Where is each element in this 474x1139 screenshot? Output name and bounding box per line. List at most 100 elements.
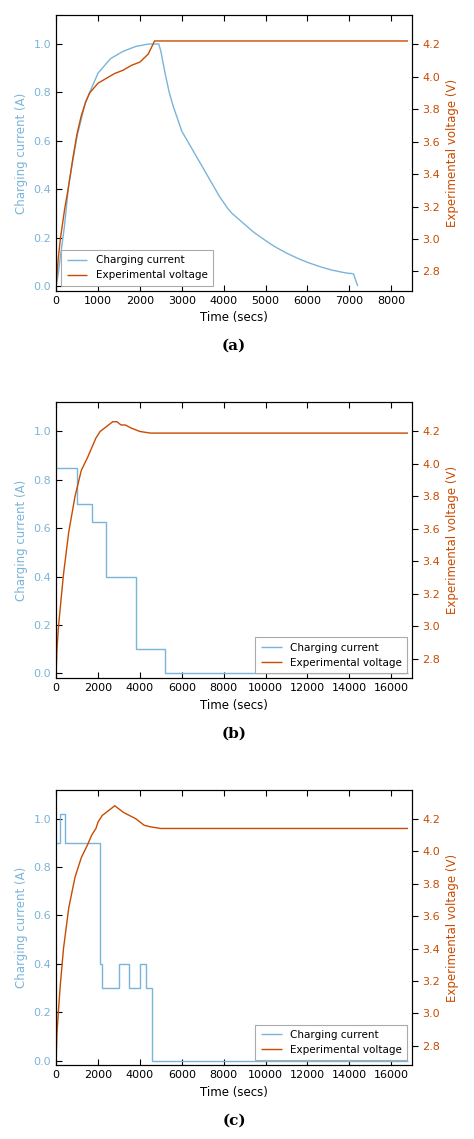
Experimental voltage [168, 426, 174, 440]
Charging current [74, 461, 80, 475]
Charging current [133, 570, 138, 583]
Experimental voltage [106, 418, 111, 432]
Experimental voltage [405, 821, 411, 835]
Experimental voltage [221, 426, 227, 440]
Charging current [57, 836, 63, 850]
Experimental voltage [129, 421, 135, 435]
Experimental voltage [74, 126, 80, 140]
Experimental voltage [158, 426, 164, 440]
Charging current [283, 246, 289, 260]
Experimental voltage [85, 451, 91, 465]
Experimental voltage [127, 809, 132, 822]
X-axis label: Time (secs): Time (secs) [200, 698, 268, 712]
Experimental voltage [93, 432, 99, 445]
Text: (a): (a) [222, 339, 246, 353]
Experimental voltage [405, 34, 411, 48]
Charging current [127, 981, 132, 994]
Charging current [62, 836, 67, 850]
Experimental voltage [55, 623, 61, 637]
Charging current [62, 806, 67, 820]
Charging current [405, 1054, 411, 1067]
Experimental voltage [89, 441, 95, 454]
Experimental voltage [118, 418, 124, 432]
Experimental voltage [200, 821, 206, 835]
Experimental voltage [120, 805, 126, 819]
Legend: Charging current, Experimental voltage: Charging current, Experimental voltage [61, 251, 213, 286]
Charging current [173, 666, 178, 680]
Charging current [53, 279, 59, 293]
Experimental voltage [120, 64, 126, 77]
Y-axis label: Experimental voltage (V): Experimental voltage (V) [446, 466, 459, 614]
Experimental voltage [61, 567, 66, 581]
Charging current [57, 806, 63, 820]
Line: Experimental voltage: Experimental voltage [56, 805, 408, 1059]
Charging current [118, 570, 124, 583]
Experimental voltage [137, 55, 143, 68]
Charging current [405, 666, 411, 680]
Charging current [143, 957, 149, 970]
Experimental voltage [112, 66, 118, 80]
Experimental voltage [101, 421, 107, 435]
Experimental voltage [116, 802, 122, 816]
Charging current [104, 515, 109, 528]
Charging current [53, 425, 59, 439]
Charging current [173, 666, 178, 680]
Line: Charging current: Charging current [56, 432, 408, 673]
Experimental voltage [93, 821, 99, 835]
Experimental voltage [168, 821, 174, 835]
Experimental voltage [179, 426, 185, 440]
Experimental voltage [137, 816, 143, 829]
Charging current [100, 981, 105, 994]
Charging current [89, 515, 95, 528]
Charging current [54, 425, 59, 439]
Experimental voltage [104, 805, 109, 819]
Experimental voltage [158, 821, 164, 835]
Experimental voltage [66, 525, 72, 539]
Charging current [225, 202, 231, 215]
Experimental voltage [85, 838, 91, 852]
Text: (c): (c) [222, 1114, 246, 1128]
Charging current [97, 957, 103, 970]
Charging current [54, 461, 59, 475]
Experimental voltage [97, 425, 103, 439]
Charging current [104, 570, 109, 583]
Experimental voltage [104, 72, 109, 85]
Charging current [168, 1054, 174, 1067]
Experimental voltage [82, 96, 88, 109]
Y-axis label: Experimental voltage (V): Experimental voltage (V) [446, 853, 459, 1001]
Charging current [233, 211, 239, 224]
Charging current [133, 642, 138, 656]
Charging current [74, 497, 80, 510]
Charging current [351, 268, 356, 281]
Experimental voltage [108, 802, 113, 816]
Experimental voltage [147, 820, 153, 834]
Charging current [147, 642, 153, 656]
Experimental voltage [114, 415, 120, 428]
Experimental voltage [137, 425, 143, 439]
Charging current [162, 642, 168, 656]
Experimental voltage [141, 819, 147, 833]
Charging current [116, 981, 122, 994]
Charging current [168, 666, 174, 680]
Legend: Charging current, Experimental voltage: Charging current, Experimental voltage [255, 1025, 407, 1060]
Experimental voltage [53, 278, 59, 292]
Experimental voltage [55, 252, 61, 265]
Charging current [143, 981, 149, 994]
Experimental voltage [147, 426, 153, 440]
Charging current [74, 461, 80, 475]
Text: (b): (b) [222, 727, 246, 740]
Experimental voltage [87, 87, 92, 100]
Experimental voltage [54, 1026, 60, 1040]
Experimental voltage [95, 76, 101, 90]
Experimental voltage [200, 426, 206, 440]
Experimental voltage [133, 812, 138, 826]
Charging current [137, 981, 143, 994]
Experimental voltage [95, 816, 101, 829]
Experimental voltage [79, 109, 84, 123]
Legend: Charging current, Experimental voltage: Charging current, Experimental voltage [255, 638, 407, 673]
Y-axis label: Charging current (A): Charging current (A) [15, 480, 28, 601]
Experimental voltage [112, 798, 118, 812]
Experimental voltage [179, 821, 185, 835]
Charging current [95, 836, 101, 850]
Charging current [168, 1054, 174, 1067]
